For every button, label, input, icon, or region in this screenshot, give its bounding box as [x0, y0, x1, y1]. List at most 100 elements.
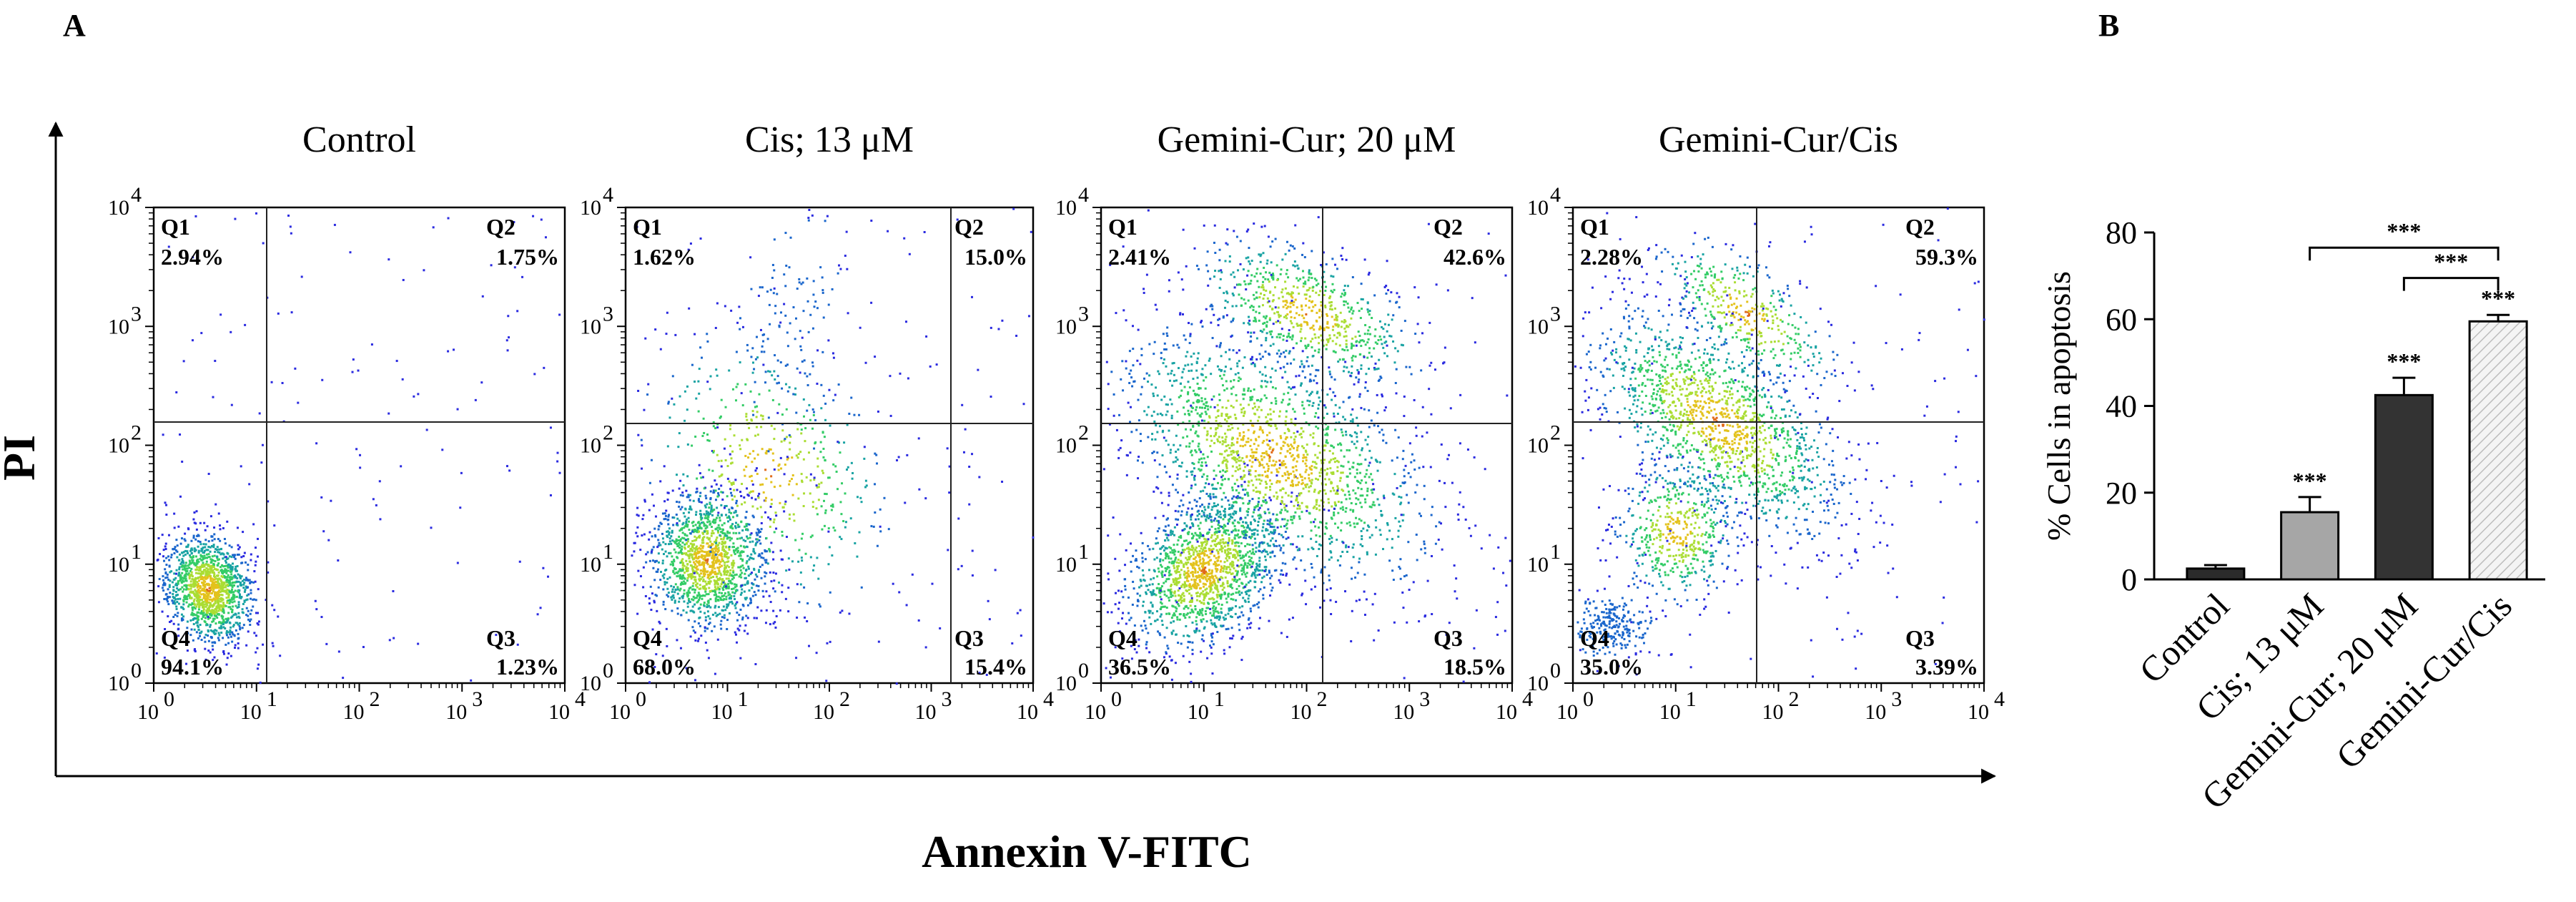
bar-1 [2186, 567, 2246, 581]
y-tick-label: 20 [2106, 476, 2137, 511]
y-tick-label: 10 [1527, 315, 1549, 338]
x-tick-label: 10 [1762, 700, 1784, 724]
y-tick-label: 10 [1055, 434, 1077, 458]
y-tick-exponent: 4 [1550, 183, 1561, 207]
x-tick-label: 10 [1188, 700, 1209, 724]
y-tick-exponent: 2 [1550, 421, 1561, 445]
dot-cloud [1574, 207, 1985, 678]
x-tick-exponent: 3 [472, 687, 483, 711]
y-tick-exponent: 3 [1550, 302, 1561, 325]
significance-marker: *** [2387, 348, 2421, 374]
q1-percent: 1.62% [633, 244, 696, 270]
x-tick-exponent: 1 [1214, 687, 1225, 711]
y-tick-exponent: 2 [1078, 421, 1089, 445]
bracket-label: *** [2434, 249, 2468, 275]
plot-title: Control [302, 119, 416, 160]
plot-title: Cis; 13 μM [745, 119, 914, 160]
y-tick-label: 10 [1527, 553, 1549, 577]
panel-a-letter: A [63, 8, 86, 43]
q4-name: Q4 [633, 625, 662, 651]
y-tick-exponent: 3 [131, 302, 142, 325]
x-tick-label: 10 [1968, 700, 1989, 724]
x-tick-label: 10 [343, 700, 365, 724]
q1-name: Q1 [1108, 214, 1138, 240]
q3-percent: 18.5% [1444, 654, 1506, 680]
q1-percent: 2.94% [161, 244, 224, 270]
y-tick-exponent: 2 [603, 421, 613, 445]
x-tick-exponent: 2 [1317, 687, 1328, 711]
significance-bracket [2402, 277, 2499, 291]
significance-marker: *** [2293, 468, 2327, 494]
q2-name: Q2 [1433, 214, 1463, 240]
q3-percent: 3.39% [1915, 654, 1978, 680]
y-tick-label: 10 [108, 672, 129, 695]
y-tick-label: 10 [580, 434, 601, 458]
flow-plot-2: Cis; 13 μMQ11.62%Q215.0%Q315.4%Q468.0%10… [580, 119, 1054, 724]
x-tick-label: 10 [1865, 700, 1886, 724]
x-tick-exponent: 4 [1043, 687, 1054, 711]
x-tick-exponent: 1 [738, 687, 749, 711]
q3-name: Q3 [954, 625, 984, 651]
q2-percent: 42.6% [1444, 244, 1506, 270]
y-tick-label: 10 [108, 553, 129, 577]
x-tick-exponent: 1 [267, 687, 277, 711]
q1-percent: 2.41% [1108, 244, 1171, 270]
x-tick-exponent: 0 [164, 687, 174, 711]
q4-percent: 35.0% [1580, 654, 1643, 680]
q1-percent: 2.28% [1580, 244, 1643, 270]
y-tick-exponent: 1 [1078, 540, 1089, 564]
dot-cloud [631, 207, 1035, 685]
annexin-axis-label: Annexin V-FITC [922, 826, 1252, 877]
q2-name: Q2 [1905, 214, 1935, 240]
bar-2 [2280, 511, 2340, 581]
x-tick-exponent: 1 [1686, 687, 1697, 711]
y-tick-label: 80 [2106, 215, 2137, 250]
y-tick-exponent: 0 [1078, 659, 1089, 682]
x-tick-exponent: 3 [942, 687, 952, 711]
plot-frame [624, 206, 1035, 685]
dot-cloud [1102, 209, 1511, 683]
q2-name: Q2 [486, 214, 515, 240]
x-tick-exponent: 3 [1891, 687, 1902, 711]
x-tick-label: 10 [445, 700, 467, 724]
q2-percent: 1.75% [496, 244, 559, 270]
x-tick-exponent: 0 [1111, 687, 1122, 711]
x-tick-label: 10 [137, 700, 159, 724]
y-tick-label: 10 [1527, 672, 1549, 695]
panel-b-letter: B [2098, 8, 2119, 43]
x-tick-exponent: 3 [1419, 687, 1430, 711]
q4-name: Q4 [161, 625, 190, 651]
y-tick-exponent: 0 [1550, 659, 1561, 682]
x-tick-label: 10 [915, 700, 937, 724]
y-tick-label: 10 [1055, 196, 1077, 220]
y-tick-label: 0 [2121, 562, 2137, 597]
x-tick-label: 10 [1085, 700, 1106, 724]
x-tick-exponent: 2 [1789, 687, 1800, 711]
x-tick-label: 10 [1556, 700, 1578, 724]
flow-plot-3: Gemini-Cur; 20 μM Q1 2.41% Q2 42.6% Q3 18.5% Q4… [1055, 119, 1533, 724]
x-tick-label: 10 [548, 700, 570, 724]
plot-frame [1571, 206, 1985, 685]
flow-plot-1: ControlQ12.94%Q21.75%Q31.23%Q494.1%10010… [108, 119, 586, 724]
q4-percent: 68.0% [633, 654, 696, 680]
q2-percent: 59.3% [1915, 244, 1978, 270]
x-tick-label: 10 [1496, 700, 1517, 724]
y-tick-exponent: 0 [603, 659, 613, 682]
y-tick-exponent: 4 [603, 183, 613, 207]
q3-name: Q3 [1905, 625, 1935, 651]
x-tick-exponent: 4 [1522, 687, 1533, 711]
x-tick-exponent: 2 [839, 687, 850, 711]
q3-name: Q3 [1433, 625, 1463, 651]
y-axis-label: % Cells in apoptosis [2040, 271, 2077, 541]
plot-title: Gemini-Cur/Cis [1659, 119, 1898, 160]
y-tick-label: 10 [108, 434, 129, 458]
y-tick-exponent: 3 [603, 302, 613, 325]
y-tick-exponent: 2 [131, 421, 142, 445]
x-tick-label: 10 [240, 700, 262, 724]
q3-name: Q3 [486, 625, 515, 651]
q1-name: Q1 [1580, 214, 1609, 240]
y-tick-label: 10 [1055, 553, 1077, 577]
